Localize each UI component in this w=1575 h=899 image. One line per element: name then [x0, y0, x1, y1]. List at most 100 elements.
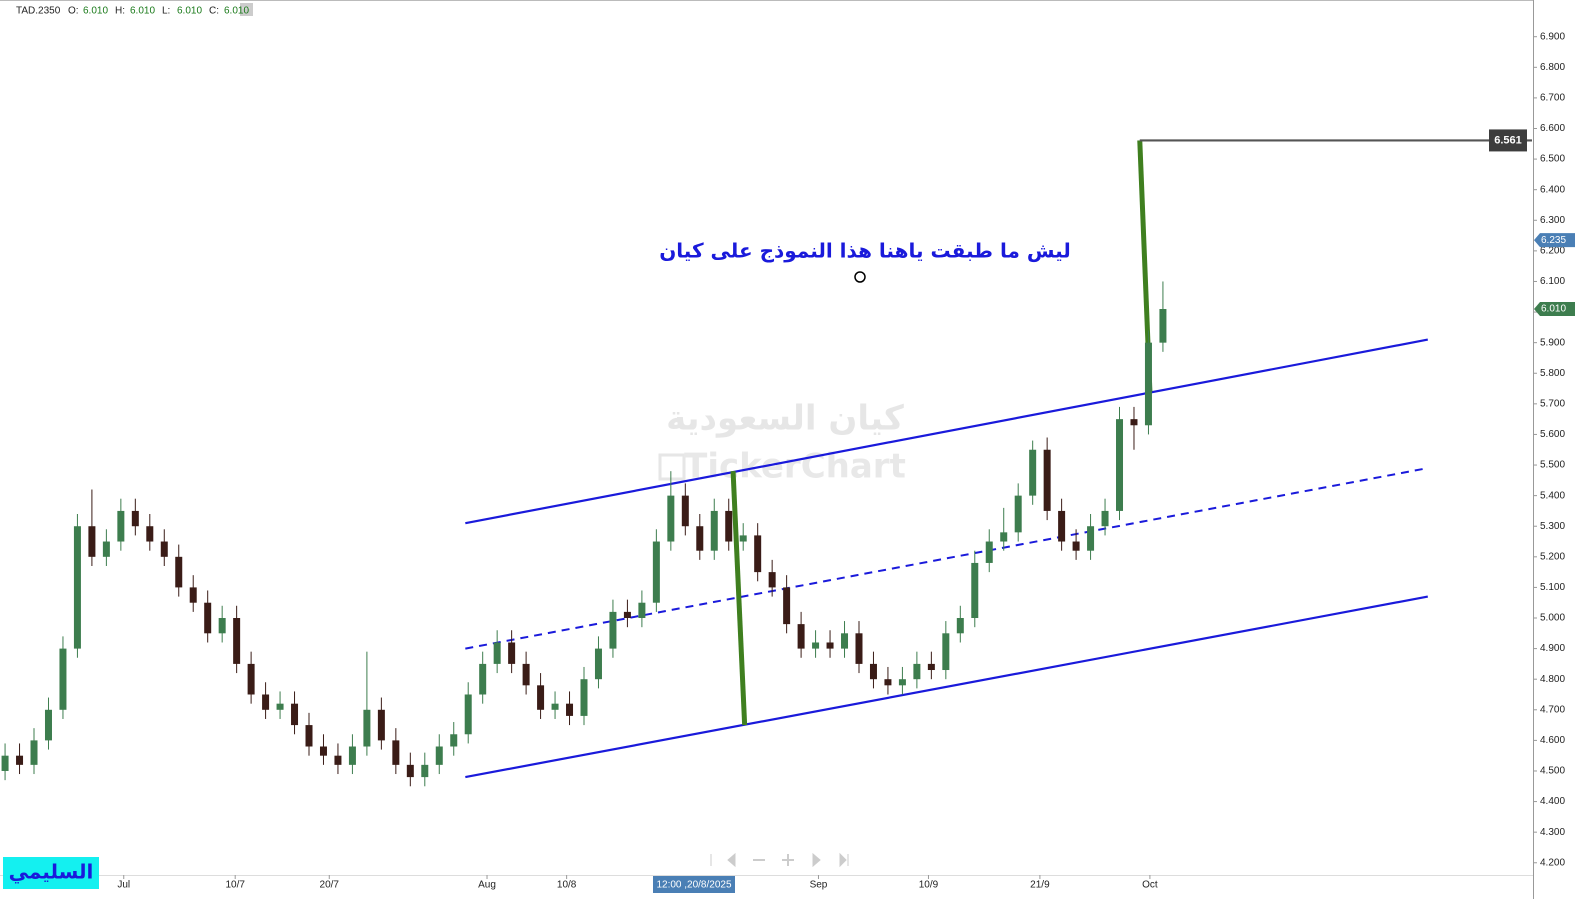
candle-body	[435, 746, 443, 765]
trend-line	[465, 467, 1428, 650]
candle-body	[450, 734, 458, 747]
header-menu[interactable]	[240, 3, 253, 16]
x-tick-label: 10/7	[225, 880, 245, 891]
candle-body	[537, 685, 545, 710]
crosshair-tag: 12:00 ,20/8/2025	[656, 880, 732, 891]
candle-body	[1159, 309, 1167, 343]
candle-body	[30, 740, 38, 765]
candle-body	[88, 526, 96, 557]
candle-body	[1043, 449, 1051, 511]
candle-body	[696, 526, 704, 551]
candle-body	[73, 526, 81, 649]
candle-body	[739, 535, 747, 542]
symbol: TAD.2350	[16, 6, 61, 17]
candle-body	[131, 510, 139, 527]
y-tick-label: 5.800	[1540, 368, 1565, 379]
candle-body	[233, 618, 241, 664]
nav-forward[interactable]	[812, 852, 821, 868]
nav-back[interactable]	[727, 852, 736, 868]
y-tick-label: 6.400	[1540, 184, 1565, 195]
candle-body	[59, 648, 67, 710]
candle-body	[710, 510, 718, 551]
y-tick-label: 6.900	[1540, 31, 1565, 42]
candle-body	[638, 602, 646, 619]
candle-body	[262, 694, 270, 710]
y-tick-label: 5.200	[1540, 551, 1565, 562]
candle-body	[102, 541, 110, 557]
candle-body	[913, 663, 921, 680]
navigator	[710, 852, 849, 868]
candle-body	[985, 541, 993, 563]
candle-body	[305, 725, 313, 747]
y-tick-label: 4.500	[1540, 766, 1565, 777]
candle-body	[927, 663, 935, 671]
candle-body	[493, 642, 501, 664]
nav-zoom-in[interactable]	[782, 854, 794, 866]
field-label: O:	[68, 6, 79, 17]
candle-body	[1072, 541, 1080, 551]
candle-body	[204, 602, 212, 634]
author-badge: السليمي	[9, 860, 94, 885]
y-tick-label: 4.900	[1540, 643, 1565, 654]
y-tick-label: 5.600	[1540, 429, 1565, 440]
field-label: H:	[115, 6, 125, 17]
candle-body	[812, 642, 820, 649]
candle-body	[175, 556, 183, 588]
candle-body	[377, 709, 385, 741]
candle-body	[406, 764, 414, 778]
candle-body	[1087, 526, 1095, 551]
y-tick-label: 4.300	[1540, 827, 1565, 838]
candle-body	[652, 541, 660, 603]
candle-body	[189, 587, 197, 603]
x-tick-label: 10/8	[557, 880, 577, 891]
candle-body	[594, 648, 602, 680]
annotation: ليش ما طبقت ياهنا هذا النموذج على كيان	[659, 239, 1071, 263]
candle-body	[1, 755, 9, 771]
candle-body	[580, 679, 588, 716]
price-tag-bg	[1534, 302, 1575, 317]
candle-body	[247, 663, 255, 695]
crosshair-tag-bg	[652, 876, 735, 893]
candle-body	[609, 611, 617, 649]
candle-body	[754, 535, 762, 573]
candle-body	[768, 572, 776, 588]
candle-body	[1144, 342, 1152, 426]
candle-body	[1058, 510, 1066, 542]
candle-body	[291, 703, 299, 726]
y-tick-label: 5.700	[1540, 398, 1565, 409]
candle-body	[319, 746, 327, 756]
candle-body	[348, 746, 356, 765]
y-tick-label: 5.300	[1540, 521, 1565, 532]
candle-body	[421, 764, 429, 778]
y-tick-label: 5.400	[1540, 490, 1565, 501]
candle-body	[725, 510, 733, 542]
field-value: 6.010	[224, 6, 249, 17]
y-tick-label: 6.500	[1540, 154, 1565, 165]
y-tick-label: 6.300	[1540, 215, 1565, 226]
candle-body	[667, 495, 675, 542]
header: TAD.2350 ··· O: 6.010 H: 6.010 L: 6.010 C: 6.01…	[16, 2, 253, 17]
price-tag-bg	[1489, 129, 1527, 152]
y-tick-label: 5.900	[1540, 337, 1565, 348]
candle-body	[797, 624, 805, 649]
y-tick-label: 4.700	[1540, 704, 1565, 715]
candle-body	[841, 633, 849, 649]
y-tick-label: 4.800	[1540, 674, 1565, 685]
watermark-icon	[658, 453, 686, 481]
author-badge-bg	[3, 857, 99, 889]
y-tick-label: 4.600	[1540, 735, 1565, 746]
x-tick-label: 21/9	[1030, 880, 1050, 891]
candle-body	[464, 694, 472, 735]
candle-body	[898, 679, 906, 686]
candle-body	[942, 633, 950, 671]
candle-body	[956, 618, 964, 634]
watermark-brand: TickerChart	[684, 447, 906, 487]
watermark: كيان السعودية TickerChart	[658, 399, 906, 487]
candle-body	[218, 618, 226, 634]
candle-body	[1014, 495, 1022, 533]
nav-last[interactable]	[839, 852, 849, 868]
candle-body	[623, 611, 631, 619]
x-tick-label: 10/9	[919, 880, 939, 891]
candle-body	[392, 740, 400, 765]
